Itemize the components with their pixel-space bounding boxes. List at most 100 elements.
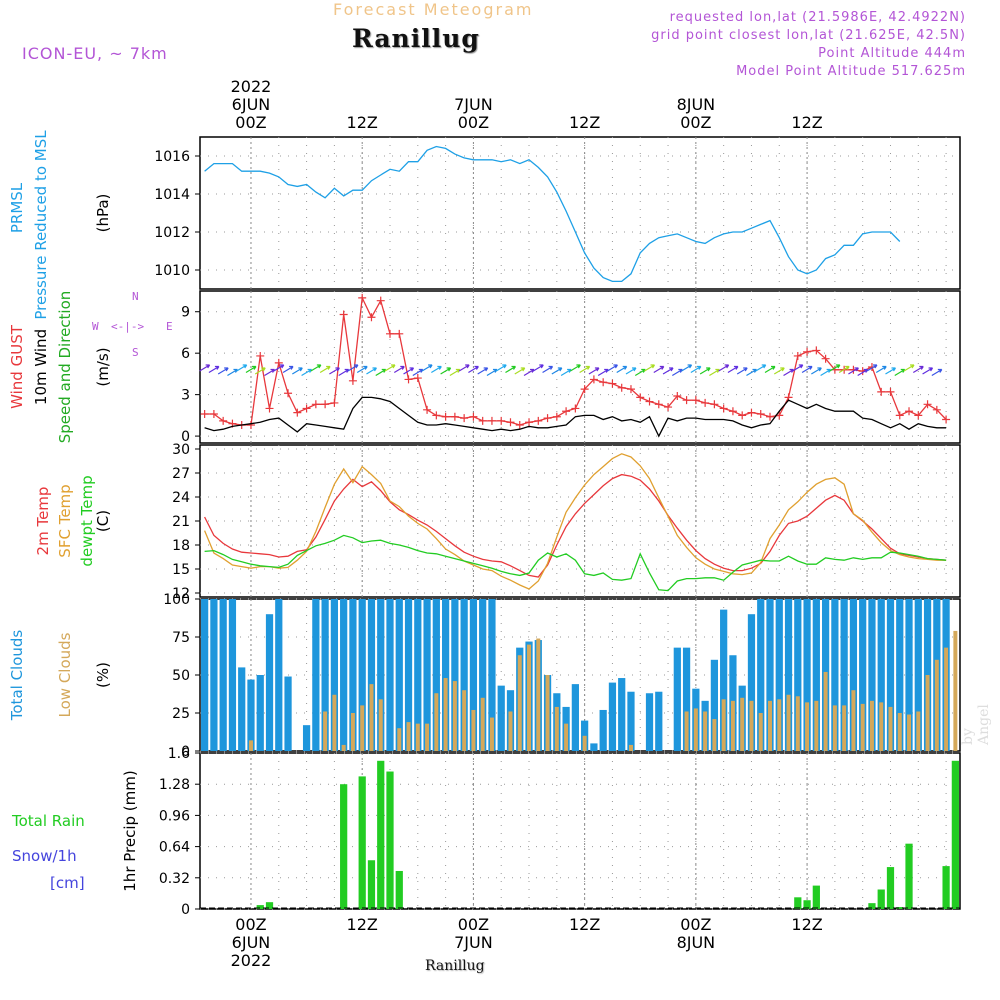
bar-total-clouds [896,599,904,751]
panel-label: Total Clouds [8,630,26,722]
bar-low-clouds [480,697,485,751]
bar-low-clouds [517,655,522,751]
series-line-2m-temp [204,473,947,578]
y-tick-label: 0.64 [159,840,190,856]
gust-marker [793,351,802,360]
gust-marker [413,374,422,383]
panel-label: 2m Temp [34,487,52,556]
panel-label: Low Clouds [56,632,74,717]
y-tick-label: 27 [172,466,190,482]
wind-dir-arrow [875,365,887,374]
gust-marker [469,412,478,421]
bar-low-clouds [721,699,726,751]
wind-dir-arrow [848,367,859,375]
gust-marker [256,351,265,360]
bar-total-clouds [312,599,320,751]
bar-total-clouds [673,647,681,751]
wind-dir-arrow [208,365,220,374]
bar-low-clouds [471,709,476,751]
wind-dir-arrow [393,365,405,374]
panel-0: 1010 1012 1014 1016 (hPa) PRMSL Pressure Reduc… [8,130,961,320]
bar-total-clouds [608,682,617,751]
wind-dir-arrow [811,367,822,375]
gust-marker [886,387,895,396]
bar-total-clouds [441,599,450,751]
wind-dir-arrow [477,367,489,375]
bar-total-clouds [284,676,292,751]
gust-marker [497,416,506,425]
bar-low-clouds [851,690,856,751]
gust-marker [571,404,580,413]
gust-marker [274,358,283,367]
y-tick-label: 0 [181,429,190,445]
panel-data [201,599,958,751]
gust-marker [738,411,747,420]
panel-data [203,453,947,592]
panel-3: 0 25 50 75 100 (%) Total Clouds Low Clouds [8,592,961,760]
y-tick-label: 12 [172,586,190,602]
panel-frame [199,290,961,444]
model-label: ICON-EU, ~ 7km [22,44,168,63]
bar-total-rain [896,907,904,909]
wind-dir-arrow [727,365,739,374]
gust-marker [386,329,394,338]
y-tick-label: 75 [172,630,190,646]
bar-total-rain [256,905,264,909]
bar-total-clouds [655,691,663,751]
wind-dir-arrow [866,364,878,372]
wind-dir-arrow [746,368,757,377]
gust-marker [580,385,589,394]
bar-low-clouds [916,711,921,751]
wind-dir-arrow [922,367,934,375]
wind-dir-arrow [301,368,313,377]
bottom-time-label: 00Z [458,915,489,934]
legend-snow-unit: [cm] [50,874,85,892]
bar-low-clouds [823,671,828,751]
panel-frame [199,136,961,290]
wind-dir-arrow [282,365,294,374]
panel-4: 0 0.32 0.64 0.96 1.28 1.6 1hr Precip (mm) Total… [11,746,961,918]
bar-total-clouds [849,599,858,751]
wind-dir-arrow [570,364,581,372]
compass-e: E [166,320,173,333]
wind-dir-arrow [495,364,507,372]
wind-dir-arrow [764,365,776,374]
bar-low-clouds [536,638,541,751]
grid-coords: grid point closest lon,lat (21.625E, 42.… [651,28,966,43]
bar-total-clouds [247,679,255,751]
gust-marker [803,347,812,356]
bar-low-clouds [768,700,772,751]
bar-low-clouds [758,713,763,751]
wind-dir-arrow [792,364,804,372]
bar-low-clouds [693,708,698,751]
bar-low-clouds [397,728,402,751]
gust-marker [543,414,552,423]
gust-marker [701,398,710,407]
gust-marker [589,375,598,384]
bar-total-clouds [228,599,237,751]
gust-marker [200,409,209,418]
bottom-time-label: 12Z [569,915,600,934]
panel-1: 0 3 6 9 (m/s) Wind GUST 10m Wind Speed and Dire… [8,290,961,445]
bar-low-clouds [489,717,494,751]
bar-low-clouds [323,711,328,751]
bar-total-clouds [599,709,607,751]
wind-dir-arrow [903,364,915,372]
gust-marker [219,416,228,425]
bottom-time-label: 8JUN [677,933,716,952]
y-tick-label: 21 [172,514,190,530]
bar-low-clouds [369,684,374,751]
wind-dir-arrow [375,368,387,377]
wind-dir-arrow [523,368,535,377]
top-time-label: 6JUN [232,95,271,114]
y-tick-label: 24 [172,490,190,506]
y-axis-unit: 1hr Precip (mm) [121,770,139,891]
bar-total-clouds [330,599,339,751]
bar-low-clouds [795,696,800,751]
y-axis-unit: (C) [94,510,112,532]
bar-total-clouds [868,599,876,751]
wind-dir-arrow [699,367,711,375]
compass-s: S [132,346,139,359]
y-axis-unit: (%) [94,662,112,688]
bar-low-clouds [425,723,430,751]
